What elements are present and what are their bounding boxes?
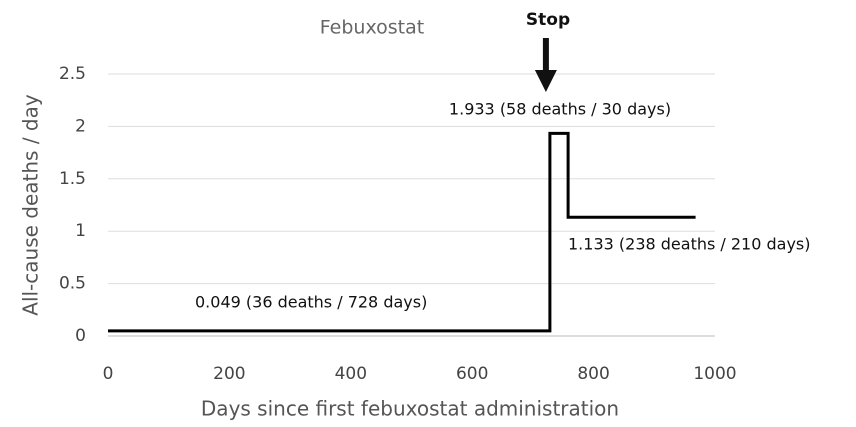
y-tick-label: 1.5 [59,169,86,189]
x-tick-label: 200 [213,364,245,384]
y-tick-label: 0.5 [59,274,86,294]
annotation: Stop [526,10,570,30]
y-axis-label: All-cause deaths / day [19,94,43,316]
x-tick-label: 600 [456,364,488,384]
chart-title: Febuxostat [320,17,424,39]
y-tick-label: 2 [75,116,86,136]
y-tick-label: 1 [75,221,86,241]
annotation: 0.049 (36 deaths / 728 days) [195,293,427,312]
x-axis-label: Days since first febuxostat administrati… [201,397,619,421]
x-tick-label: 400 [335,364,367,384]
x-tick-label: 0 [103,364,114,384]
y-tick-label: 2.5 [59,64,86,84]
y-tick-label: 0 [75,326,86,346]
annotation: 1.933 (58 deaths / 30 days) [449,100,671,119]
annotation: 1.133 (238 deaths / 210 days) [568,235,811,254]
stop-arrow [534,38,557,92]
x-tick-label: 1000 [693,364,736,384]
step-line [108,131,696,333]
x-tick-label: 800 [577,364,609,384]
